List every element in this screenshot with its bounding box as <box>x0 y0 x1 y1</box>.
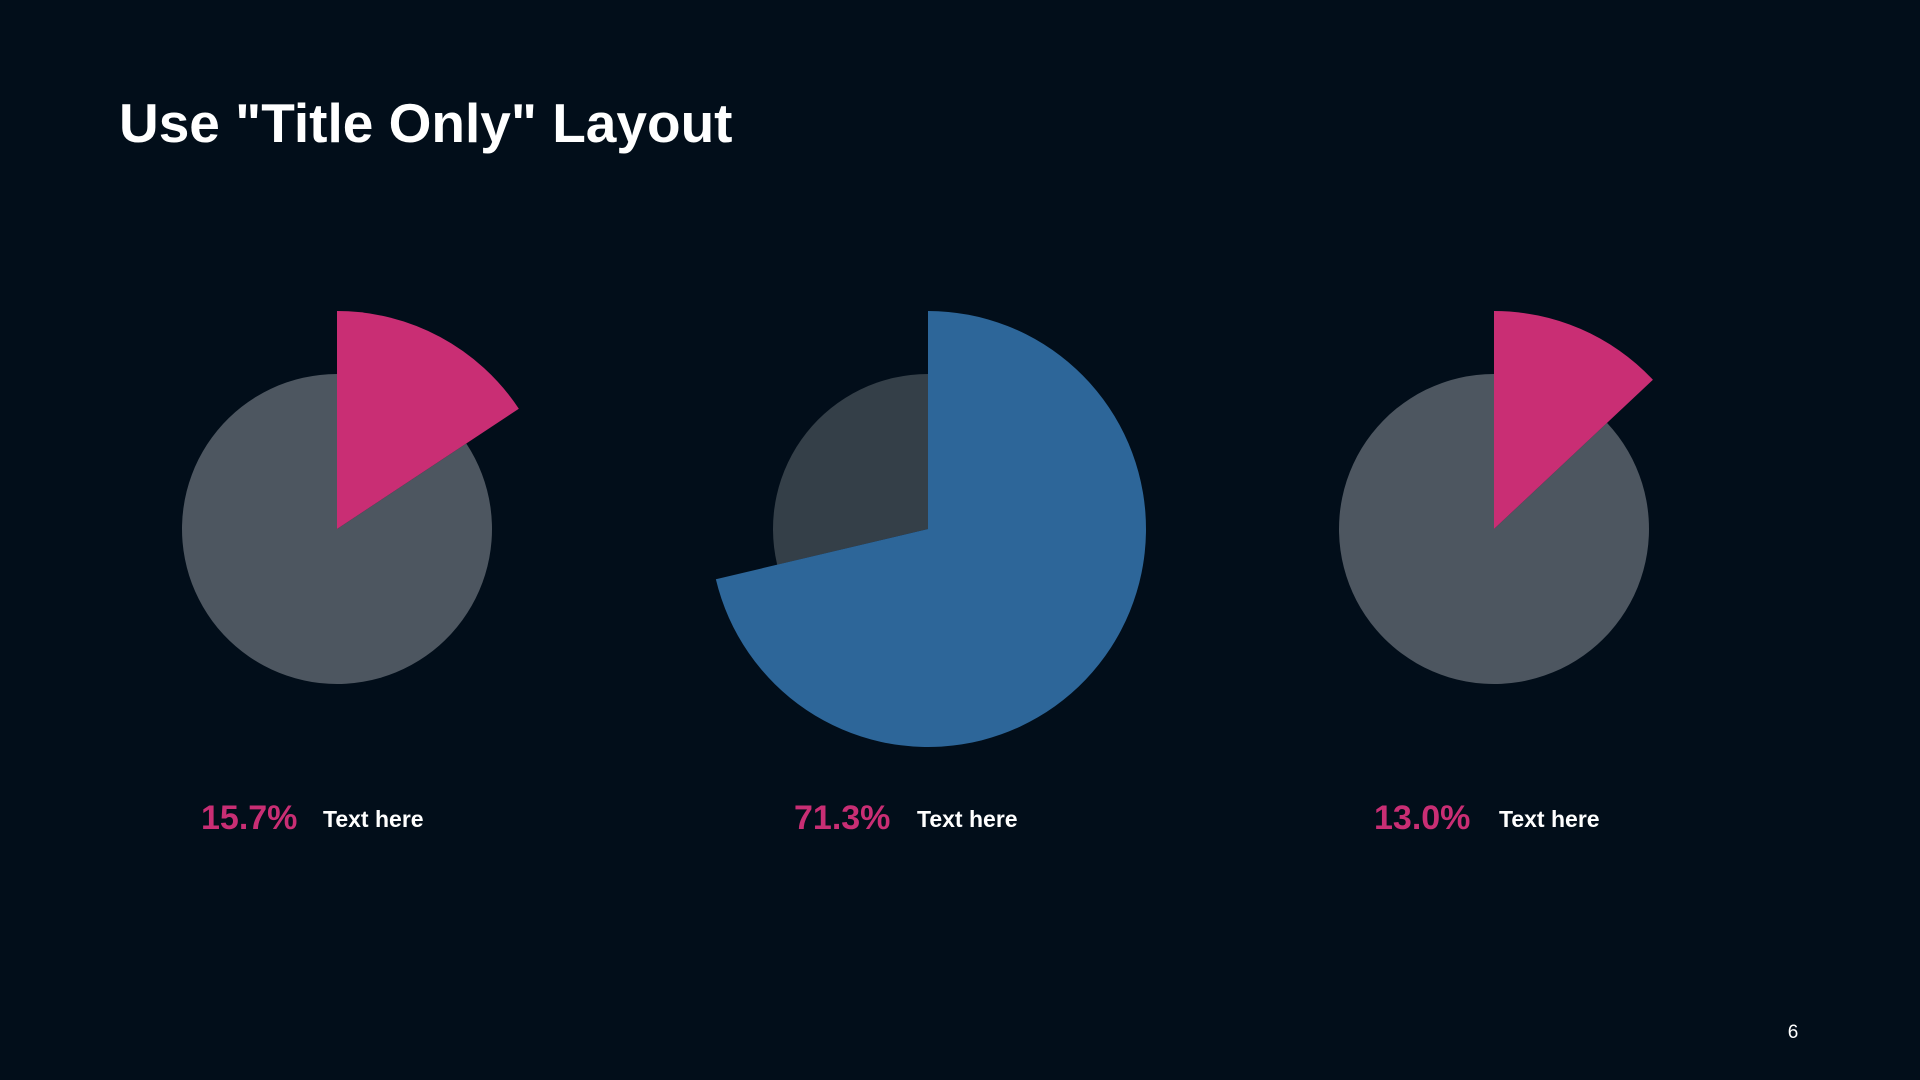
category-label: Text here <box>323 806 424 832</box>
pie-slice <box>337 311 519 529</box>
category-label: Text here <box>917 806 1018 832</box>
pie-slice <box>773 374 928 565</box>
category-label: Text here <box>1499 806 1600 832</box>
pie-slice <box>715 311 1146 747</box>
value-label: 71.3% <box>794 799 890 837</box>
value-label: 13.0% <box>1374 799 1470 837</box>
pie-slice <box>181 373 492 684</box>
value-label: 15.7% <box>201 799 297 837</box>
pie-slice <box>1494 311 1653 529</box>
pie-slice <box>1338 374 1649 684</box>
slide-title: Use "Title Only" Layout <box>119 92 733 154</box>
page-number: 6 <box>1788 1022 1799 1043</box>
